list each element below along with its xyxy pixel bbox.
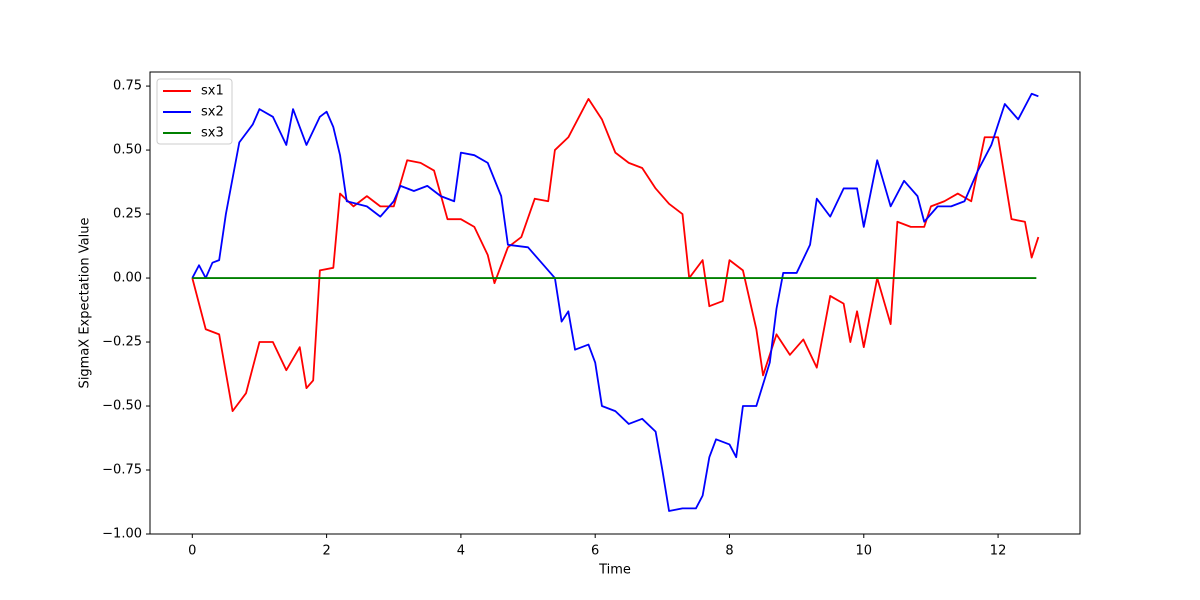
legend-label: sx2: [201, 105, 224, 120]
axes-frame: [149, 71, 1081, 535]
y-tick-label: −0.25: [102, 335, 142, 350]
y-tick-label: −0.50: [102, 399, 142, 414]
y-tick-label: 0.50: [113, 143, 142, 158]
line-series: [191, 92, 1039, 512]
legend-box: [156, 78, 233, 145]
x-tick-label: 10: [856, 544, 873, 559]
x-tick-label: 2: [322, 544, 330, 559]
x-tick-label: 8: [725, 544, 733, 559]
y-tick-label: −0.75: [102, 463, 142, 478]
legend-label: sx3: [201, 126, 224, 141]
y-axis-label: SigmaX Expectation Value: [78, 218, 93, 389]
x-tick-label: 4: [457, 544, 465, 559]
y-tick-label: 0.25: [113, 207, 142, 222]
x-tick-label: 6: [591, 544, 599, 559]
y-tick-label: −1.00: [102, 527, 142, 542]
legend-label: sx1: [201, 84, 224, 99]
y-tick-label: 0.75: [113, 79, 142, 94]
y-tick-label: 0.00: [113, 271, 142, 286]
x-tick-label: 12: [990, 544, 1007, 559]
x-axis-label: Time: [598, 563, 631, 578]
line-series: [191, 97, 1040, 413]
x-tick-label: 0: [188, 544, 196, 559]
